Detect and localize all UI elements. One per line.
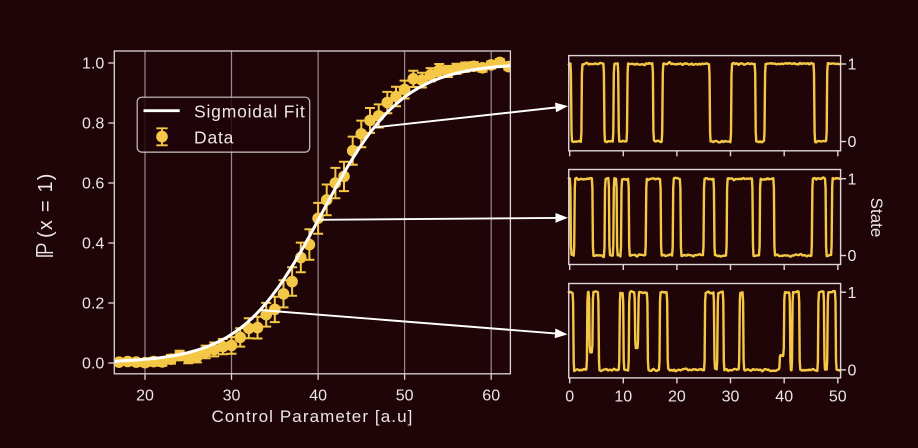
svg-text:20: 20 [668, 389, 686, 406]
svg-text:0.4: 0.4 [82, 236, 104, 253]
svg-text:0: 0 [565, 389, 574, 406]
svg-text:1: 1 [848, 285, 857, 302]
svg-text:60: 60 [482, 388, 500, 405]
svg-text:Control Parameter [a.u]: Control Parameter [a.u] [212, 407, 414, 426]
svg-text:40: 40 [309, 388, 327, 405]
svg-text:0.8: 0.8 [82, 116, 104, 133]
svg-text:20: 20 [136, 388, 154, 405]
svg-text:1.0: 1.0 [82, 56, 104, 73]
svg-text:50: 50 [396, 388, 414, 405]
svg-text:50: 50 [829, 389, 847, 406]
svg-text:State: State [867, 198, 886, 238]
svg-text:10: 10 [614, 389, 632, 406]
svg-text:0: 0 [848, 134, 857, 151]
svg-text:1: 1 [848, 171, 857, 188]
svg-text:Sigmoidal Fit: Sigmoidal Fit [194, 102, 306, 122]
svg-text:30: 30 [722, 389, 740, 406]
svg-text:0.2: 0.2 [82, 296, 104, 313]
svg-text:0.6: 0.6 [82, 176, 104, 193]
svg-text:0: 0 [848, 248, 857, 265]
svg-text:40: 40 [775, 389, 793, 406]
svg-text:1: 1 [848, 57, 857, 74]
svg-text:(x = 1): (x = 1) [35, 172, 57, 238]
svg-text:Data: Data [194, 127, 234, 147]
svg-text:30: 30 [223, 388, 241, 405]
svg-text:0: 0 [848, 363, 857, 380]
svg-text:0.0: 0.0 [82, 356, 104, 373]
